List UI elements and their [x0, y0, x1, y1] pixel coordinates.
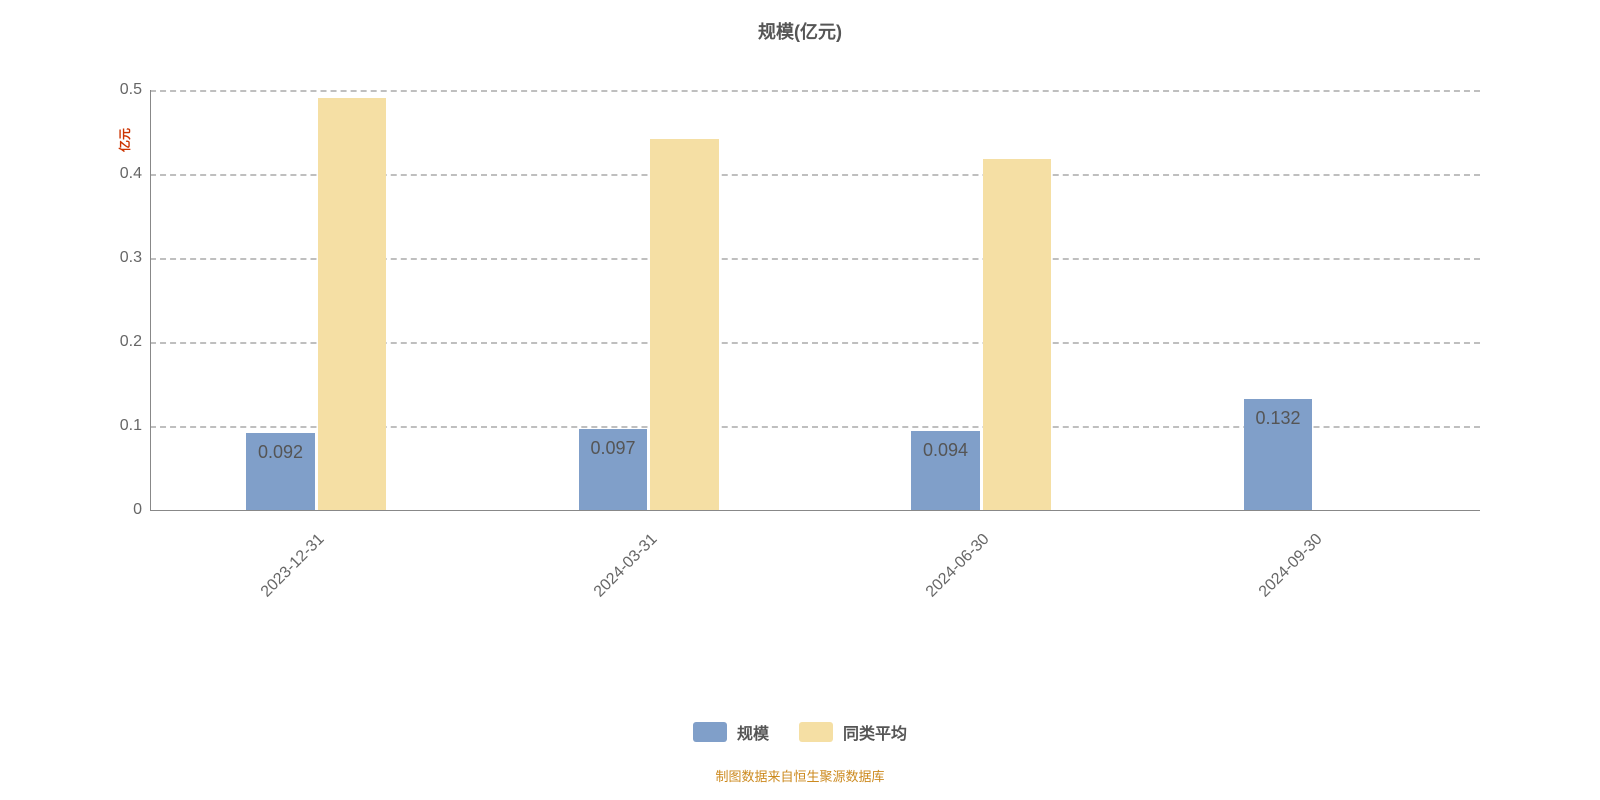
grid-line [150, 90, 1480, 92]
legend-swatch [799, 722, 833, 742]
bar-value-label: 0.132 [1244, 408, 1312, 429]
y-tick-label: 0.1 [120, 417, 150, 435]
bar-value-label: 0.094 [911, 440, 979, 461]
x-tick-label: 2024-06-30 [839, 531, 993, 685]
y-axis-line [150, 90, 151, 510]
legend-label: 同类平均 [843, 720, 907, 744]
legend-label: 规模 [737, 720, 769, 744]
bar-value-label: 0.092 [246, 442, 314, 463]
y-tick-label: 0.3 [120, 249, 150, 267]
chart-title: 规模(亿元) [0, 18, 1600, 44]
bar-同类平均 [318, 98, 386, 510]
x-tick-label: 2024-09-30 [1172, 531, 1326, 685]
plot-area: 00.10.20.30.40.50.0922023-12-310.0972024… [150, 90, 1480, 510]
y-axis-label: 亿元 [116, 128, 133, 152]
legend-item: 规模 [693, 720, 769, 744]
legend: 规模 同类平均 [0, 720, 1600, 744]
y-tick-label: 0.5 [120, 81, 150, 99]
x-axis-line [150, 510, 1480, 511]
bar-同类平均 [650, 139, 718, 510]
x-tick-label: 2023-12-31 [174, 531, 328, 685]
legend-swatch [693, 722, 727, 742]
data-source-footnote: 制图数据来自恒生聚源数据库 [0, 766, 1600, 785]
bar-value-label: 0.097 [579, 438, 647, 459]
y-tick-label: 0 [133, 501, 150, 519]
legend-item: 同类平均 [799, 720, 907, 744]
y-tick-label: 0.2 [120, 333, 150, 351]
chart-container: 规模(亿元) 亿元 00.10.20.30.40.50.0922023-12-3… [0, 0, 1600, 800]
y-tick-label: 0.4 [120, 165, 150, 183]
bar-同类平均 [983, 159, 1051, 510]
x-tick-label: 2024-03-31 [507, 531, 661, 685]
